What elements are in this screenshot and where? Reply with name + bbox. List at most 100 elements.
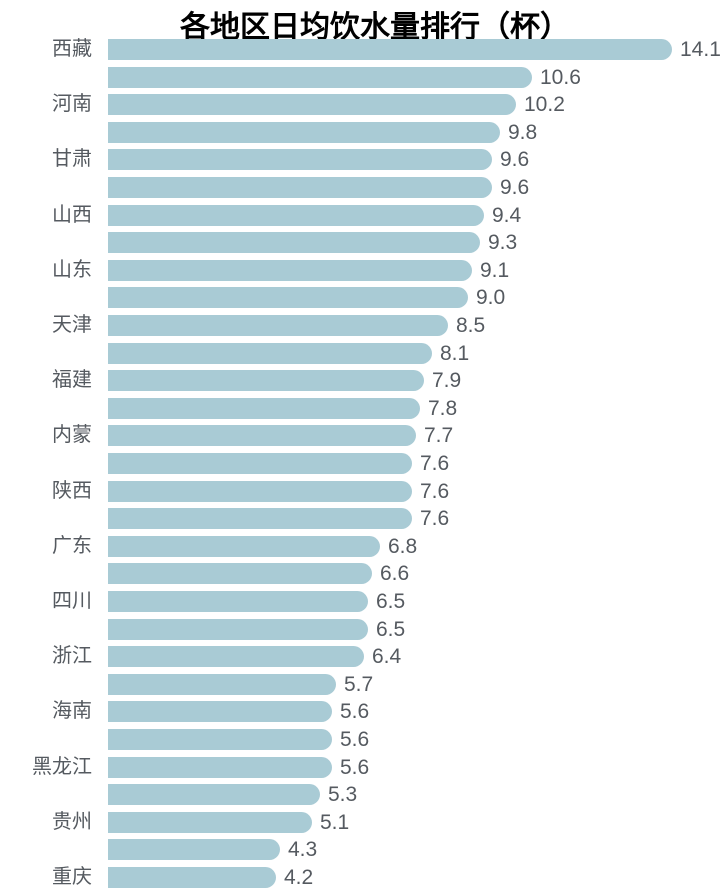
bar	[108, 122, 500, 143]
bar-row: 7.6	[0, 450, 720, 478]
bar-row: 9.6	[0, 174, 720, 202]
value-label: 6.8	[388, 533, 417, 561]
bar-row: 7.6	[0, 505, 720, 533]
bar-row: 6.6	[0, 560, 720, 588]
bar	[108, 729, 332, 750]
bar-row: 西藏 14.1	[0, 36, 720, 64]
y-axis-label: 天津	[0, 312, 100, 340]
value-label: 10.2	[524, 91, 565, 119]
bar-row: 海南 5.6	[0, 698, 720, 726]
value-label: 5.7	[344, 671, 373, 699]
bar	[108, 591, 368, 612]
value-label: 5.3	[328, 781, 357, 809]
value-label: 5.6	[340, 726, 369, 754]
bar-row: 5.3	[0, 781, 720, 809]
bar-row: 陕西 7.6	[0, 478, 720, 506]
y-axis-label: 贵州	[0, 809, 100, 837]
bar	[108, 39, 672, 60]
bar-row: 8.1	[0, 340, 720, 368]
water-intake-chart: 各地区日均饮水量排行（杯） 西藏14.110.6河南10.29.8甘肃9.69.…	[0, 0, 720, 866]
bar-row: 内蒙 7.7	[0, 422, 720, 450]
value-label: 5.1	[320, 809, 349, 837]
bar-row: 9.8	[0, 119, 720, 147]
y-axis-label: 河南	[0, 91, 100, 119]
bar	[108, 260, 472, 281]
value-label: 7.6	[420, 505, 449, 533]
bar-row: 四川 6.5	[0, 588, 720, 616]
value-label: 5.6	[340, 754, 369, 782]
bar-row: 河南 10.2	[0, 91, 720, 119]
value-label: 6.4	[372, 643, 401, 671]
value-label: 4.3	[288, 836, 317, 864]
value-label: 9.3	[488, 229, 517, 257]
value-label: 7.7	[424, 422, 453, 450]
value-label: 9.6	[500, 146, 529, 174]
bar	[108, 177, 492, 198]
value-label: 5.6	[340, 698, 369, 726]
y-axis-label: 西藏	[0, 36, 100, 64]
bar-row: 山西 9.4	[0, 202, 720, 230]
bar-row: 浙江 6.4	[0, 643, 720, 671]
bar	[108, 315, 448, 336]
bar	[108, 619, 368, 640]
value-label: 9.1	[480, 257, 509, 285]
bar-row: 天津 8.5	[0, 312, 720, 340]
value-label: 6.6	[380, 560, 409, 588]
y-axis-label: 海南	[0, 698, 100, 726]
bar	[108, 370, 424, 391]
y-axis-label: 陕西	[0, 478, 100, 506]
y-axis-label: 广东	[0, 533, 100, 561]
bar	[108, 701, 332, 722]
bar-row: 甘肃 9.6	[0, 146, 720, 174]
value-label: 10.6	[540, 64, 581, 92]
bar-row: 6.5	[0, 616, 720, 644]
bar	[108, 646, 364, 667]
bar	[108, 839, 280, 860]
bar	[108, 425, 416, 446]
bar	[108, 67, 532, 88]
y-axis-label: 福建	[0, 367, 100, 395]
bar-row: 黑龙江5.6	[0, 754, 720, 782]
bar-row: 9.0	[0, 284, 720, 312]
bar	[108, 343, 432, 364]
value-label: 7.8	[428, 395, 457, 423]
bar-row: 5.6	[0, 726, 720, 754]
bar	[108, 784, 320, 805]
bar-row: 广东 6.8	[0, 533, 720, 561]
bar	[108, 398, 420, 419]
bar	[108, 812, 312, 833]
bar-row: 9.3	[0, 229, 720, 257]
value-label: 9.8	[508, 119, 537, 147]
value-label: 8.1	[440, 340, 469, 368]
bar-row: 5.7	[0, 671, 720, 699]
y-axis-label: 浙江	[0, 643, 100, 671]
bar-row: 重庆4.2	[0, 864, 720, 892]
bar	[108, 757, 332, 778]
bar	[108, 94, 516, 115]
y-axis-label: 山东	[0, 257, 100, 285]
bar	[108, 536, 380, 557]
y-axis-label: 内蒙	[0, 422, 100, 450]
value-label: 6.5	[376, 588, 405, 616]
bar	[108, 563, 372, 584]
plot-area: 西藏 14.1 10.6 河南 10.29.8 甘肃 9.69.6 山西 9.49.3 山东 9.1…	[0, 36, 720, 864]
bar	[108, 867, 276, 888]
y-axis-label: 山西	[0, 202, 100, 230]
bar-row: 山东 9.1	[0, 257, 720, 285]
value-label: 9.6	[500, 174, 529, 202]
value-label: 14.1	[680, 36, 720, 64]
bar	[108, 205, 484, 226]
value-label: 7.6	[420, 478, 449, 506]
bar	[108, 287, 468, 308]
y-axis-label: 甘肃	[0, 146, 100, 174]
bar	[108, 674, 336, 695]
value-label: 7.6	[420, 450, 449, 478]
bar-row: 福建7.9	[0, 367, 720, 395]
bar	[108, 481, 412, 502]
value-label: 9.4	[492, 202, 521, 230]
value-label: 6.5	[376, 616, 405, 644]
value-label: 9.0	[476, 284, 505, 312]
value-label: 4.2	[284, 864, 313, 892]
value-label: 8.5	[456, 312, 485, 340]
y-axis-label: 四川	[0, 588, 100, 616]
